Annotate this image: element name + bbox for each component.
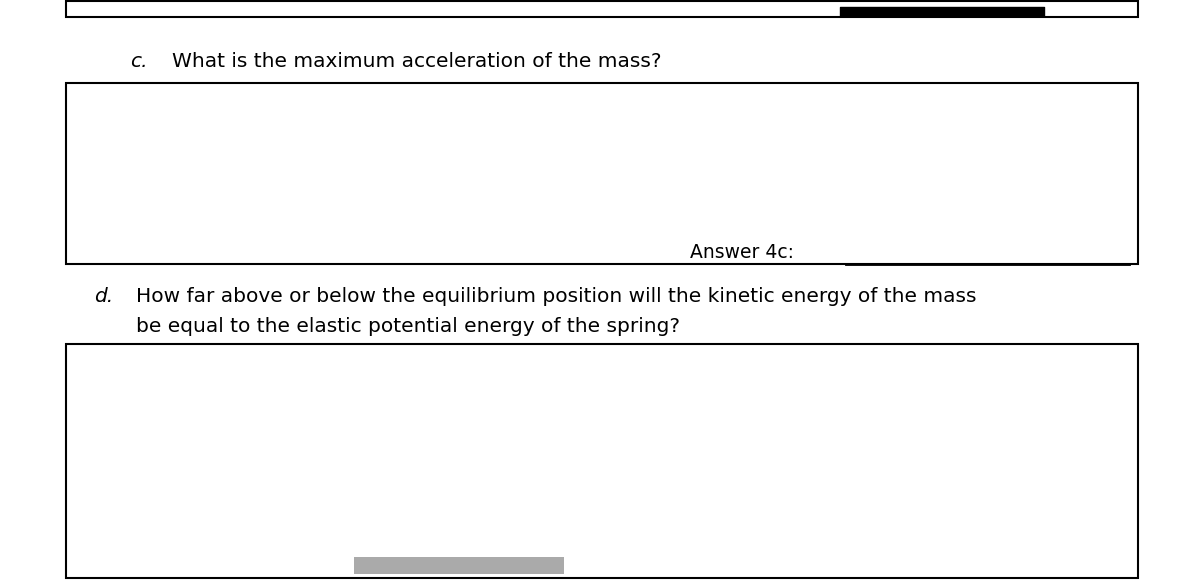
Text: c.: c.: [130, 52, 148, 70]
Text: be equal to the elastic potential energy of the spring?: be equal to the elastic potential energy…: [136, 317, 679, 336]
Bar: [66, 1, 1138, 17]
Text: Answer 4c:: Answer 4c:: [690, 243, 794, 261]
Bar: [66, 344, 1138, 578]
Text: How far above or below the equilibrium position will the kinetic energy of the m: How far above or below the equilibrium p…: [136, 287, 976, 306]
Bar: [66, 83, 1138, 264]
Text: What is the maximum acceleration of the mass?: What is the maximum acceleration of the …: [172, 52, 661, 70]
Text: d.: d.: [94, 287, 113, 306]
Bar: [354, 557, 564, 574]
